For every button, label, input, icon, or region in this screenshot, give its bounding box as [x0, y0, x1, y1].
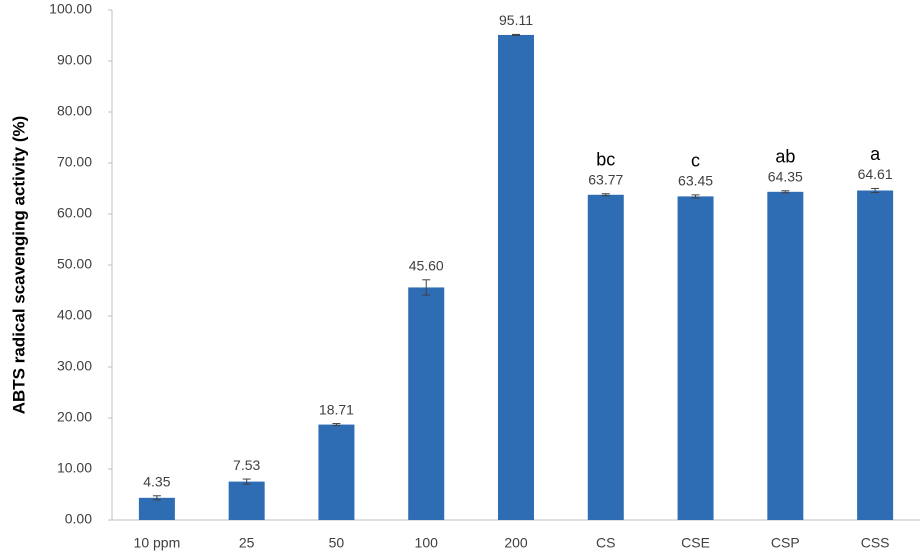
- x-tick-label: CSS: [861, 535, 890, 551]
- y-tick-label: 50.00: [57, 256, 92, 272]
- y-tick-label: 10.00: [57, 460, 92, 476]
- x-tick-label: 200: [504, 535, 528, 551]
- value-label: 64.35: [768, 168, 803, 184]
- y-tick-label: 30.00: [57, 358, 92, 374]
- bar: [138, 497, 175, 520]
- x-tick-label: 25: [239, 535, 255, 551]
- value-label: 63.45: [678, 173, 713, 189]
- bar: [767, 191, 804, 520]
- y-tick-label: 100.00: [49, 1, 92, 17]
- value-label: 64.61: [858, 166, 893, 182]
- bar: [318, 424, 355, 520]
- value-label: 4.35: [143, 473, 170, 489]
- significance-letter: c: [691, 151, 700, 171]
- y-tick-label: 40.00: [57, 307, 92, 323]
- value-label: 95.11: [499, 12, 533, 28]
- value-label: 45.60: [409, 257, 444, 273]
- x-tick-label: 50: [329, 535, 345, 551]
- y-tick-label: 70.00: [57, 154, 92, 170]
- value-label: 18.71: [319, 401, 354, 417]
- x-tick-label: 10 ppm: [134, 535, 181, 551]
- y-tick-label: 60.00: [57, 205, 92, 221]
- bar: [677, 196, 714, 520]
- bar: [228, 481, 265, 520]
- y-axis-title: ABTS radical scavenging activity (%): [9, 116, 28, 415]
- bar: [587, 194, 624, 520]
- y-tick-label: 90.00: [57, 52, 92, 68]
- x-tick-label: CSE: [681, 535, 710, 551]
- y-tick-label: 80.00: [57, 103, 92, 119]
- significance-letter: bc: [596, 150, 615, 170]
- y-tick-label: 20.00: [57, 409, 92, 425]
- significance-letter: a: [870, 144, 881, 164]
- bar: [408, 287, 445, 520]
- significance-letter: ab: [775, 147, 795, 167]
- bar: [857, 190, 894, 520]
- value-label: 7.53: [233, 457, 260, 473]
- y-tick-label: 0.00: [65, 511, 92, 527]
- bar: [498, 34, 534, 521]
- x-tick-label: CS: [596, 535, 615, 551]
- value-label: 63.77: [588, 171, 623, 187]
- x-tick-label: 100: [415, 535, 439, 551]
- x-tick-label: CSP: [771, 535, 800, 551]
